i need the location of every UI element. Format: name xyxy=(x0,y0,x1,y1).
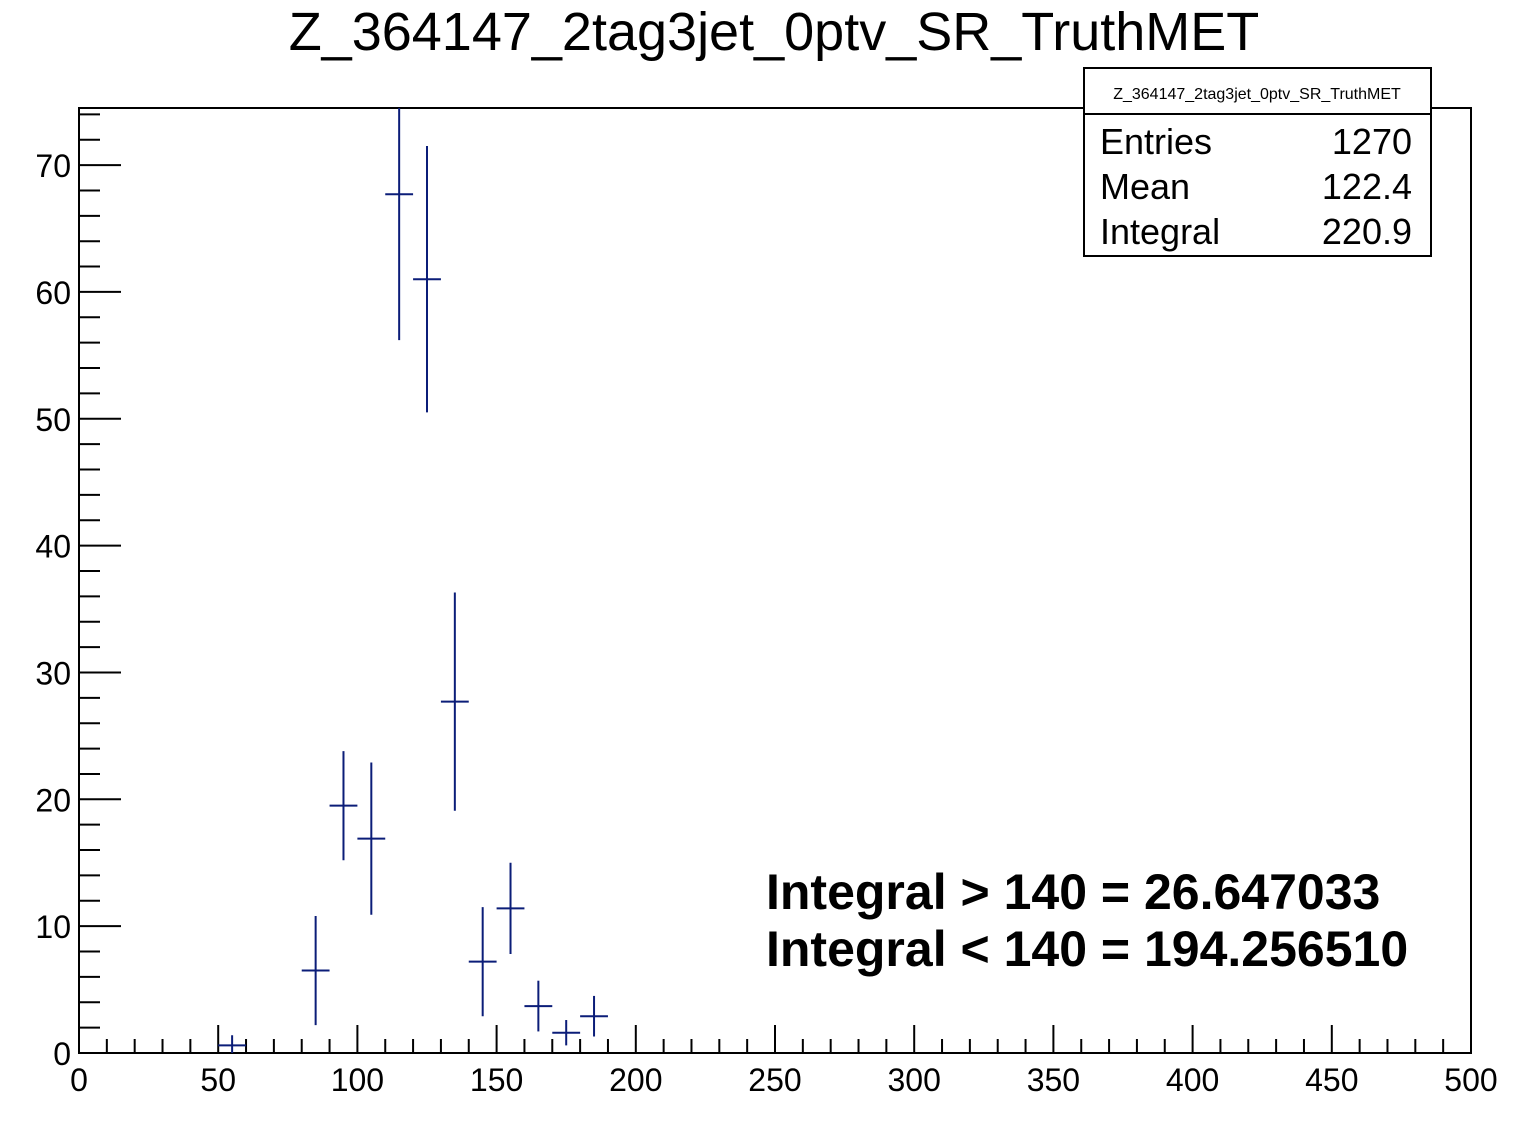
stats-box-header: Z_364147_2tag3jet_0ptv_SR_TruthMET xyxy=(1113,86,1401,103)
y-tick-label: 50 xyxy=(35,402,71,438)
data-point xyxy=(580,995,608,1037)
x-axis-tick-labels: 0 50 100 150 200 250 300 350 400 450 500 xyxy=(70,1062,1498,1098)
plot-title: Z_364147_2tag3jet_0ptv_SR_TruthMET xyxy=(289,2,1260,62)
data-point xyxy=(468,907,497,1017)
stats-mean-label: Mean xyxy=(1100,166,1190,207)
x-tick-label: 100 xyxy=(331,1062,384,1098)
x-tick-label: 200 xyxy=(609,1062,662,1098)
y-tick-label: 0 xyxy=(53,1036,71,1072)
x-tick-label: 250 xyxy=(748,1062,801,1098)
data-point xyxy=(301,916,330,1026)
data-point xyxy=(218,1035,247,1053)
x-tick-label: 400 xyxy=(1166,1062,1219,1098)
y-tick-label: 20 xyxy=(35,782,71,818)
x-tick-label: 50 xyxy=(200,1062,236,1098)
data-point xyxy=(552,1020,581,1046)
stats-box: Z_364147_2tag3jet_0ptv_SR_TruthMET Entri… xyxy=(1083,67,1432,257)
y-tick-label: 60 xyxy=(35,275,71,311)
x-tick-label: 500 xyxy=(1444,1062,1497,1098)
data-point xyxy=(413,146,441,413)
y-axis-tick-labels: 0 10 20 30 40 50 60 70 xyxy=(35,148,71,1072)
data-series xyxy=(218,108,608,1053)
y-tick-label: 10 xyxy=(35,909,71,945)
stats-integral-label: Integral xyxy=(1100,211,1220,252)
data-point xyxy=(496,862,525,955)
y-axis-ticks xyxy=(79,113,121,1054)
x-tick-label: 350 xyxy=(1027,1062,1080,1098)
stats-box-frame xyxy=(1083,67,1432,257)
y-tick-label: 30 xyxy=(35,655,71,691)
data-point xyxy=(329,751,358,861)
stats-mean-value: 122.4 xyxy=(1322,166,1412,207)
stats-integral-value: 220.9 xyxy=(1322,211,1412,252)
data-point xyxy=(357,762,386,915)
annotation-integral-above: Integral > 140 = 26.647033 xyxy=(766,864,1380,920)
y-tick-label: 70 xyxy=(35,148,71,184)
x-tick-label: 450 xyxy=(1305,1062,1358,1098)
stats-entries-label: Entries xyxy=(1100,121,1212,162)
stats-entries-value: 1270 xyxy=(1332,121,1412,162)
x-axis-ticks xyxy=(78,1025,1472,1053)
x-tick-label: 0 xyxy=(70,1062,88,1098)
annotation-integral-below: Integral < 140 = 194.256510 xyxy=(766,921,1408,977)
data-point xyxy=(385,108,414,341)
data-point xyxy=(524,980,553,1032)
x-tick-label: 150 xyxy=(470,1062,523,1098)
data-point xyxy=(440,592,469,811)
y-tick-label: 40 xyxy=(35,529,71,565)
x-tick-label: 300 xyxy=(888,1062,941,1098)
